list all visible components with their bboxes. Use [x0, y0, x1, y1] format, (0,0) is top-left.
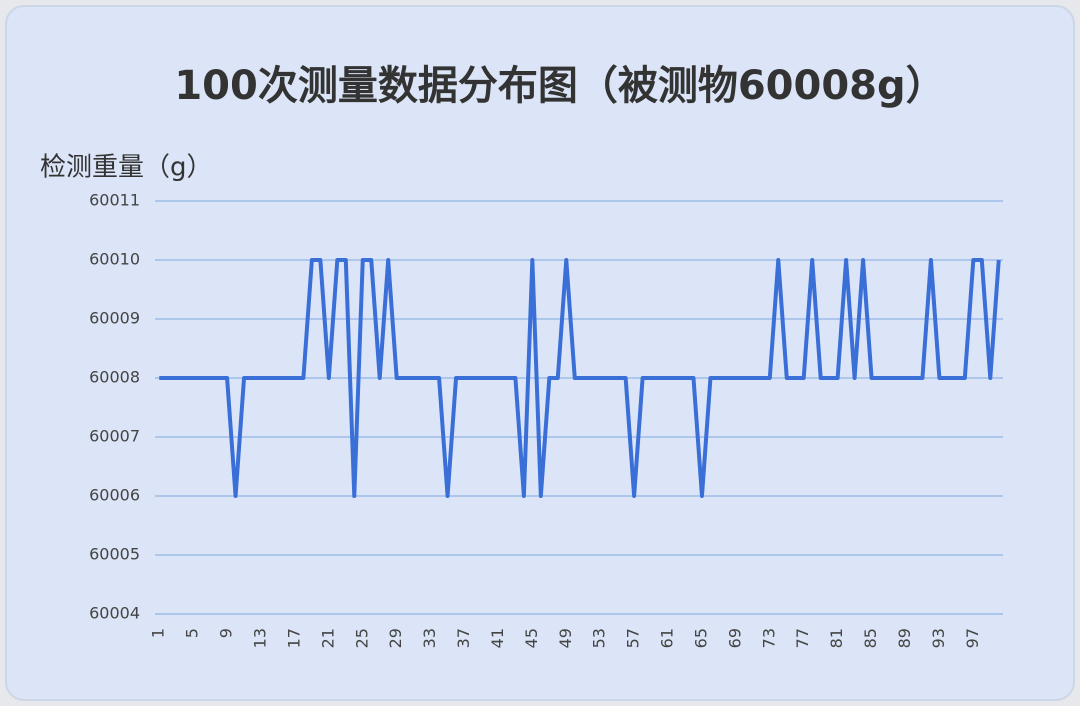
x-tick-label: 25	[352, 628, 371, 648]
chart-title: 100次测量数据分布图（被测物60008g）	[174, 63, 945, 109]
x-tick-label: 97	[963, 628, 982, 648]
y-tick-label: 60006	[89, 486, 140, 505]
x-tick-label: 93	[929, 628, 948, 648]
x-tick-label: 49	[556, 628, 575, 648]
y-tick-label: 60004	[89, 604, 140, 623]
y-tick-label: 60007	[89, 427, 140, 446]
x-tick-label: 33	[420, 628, 439, 648]
y-axis-label: 检测重量（g）	[40, 153, 213, 183]
x-tick-label: 65	[691, 628, 710, 648]
x-tick-label: 9	[217, 628, 236, 638]
x-tick-label: 77	[793, 628, 812, 648]
y-tick-label: 60008	[89, 368, 140, 387]
x-tick-label: 13	[251, 628, 270, 648]
x-tick-label: 45	[522, 628, 541, 648]
y-tick-label: 60011	[89, 191, 140, 210]
data-line	[159, 258, 1001, 498]
chart-card	[5, 5, 1075, 701]
x-tick-label: 69	[725, 628, 744, 648]
x-tick-label: 73	[759, 628, 778, 648]
x-tick-label: 37	[454, 628, 473, 648]
x-tick-label: 53	[590, 628, 609, 648]
x-tick-label: 89	[895, 628, 914, 648]
x-tick-label: 57	[624, 628, 643, 648]
x-tick-label: 21	[318, 628, 337, 648]
x-tick-label: 85	[861, 628, 880, 648]
x-tick-label: 81	[827, 628, 846, 648]
x-tick-label: 17	[284, 628, 303, 648]
y-tick-label: 60010	[89, 250, 140, 269]
x-tick-label: 1	[149, 628, 168, 638]
x-tick-label: 61	[658, 628, 677, 648]
y-tick-label: 60009	[89, 309, 140, 328]
y-tick-label: 60005	[89, 545, 140, 564]
x-tick-label: 29	[386, 628, 405, 648]
x-tick-label: 5	[183, 628, 202, 638]
x-tick-label: 41	[488, 628, 507, 648]
